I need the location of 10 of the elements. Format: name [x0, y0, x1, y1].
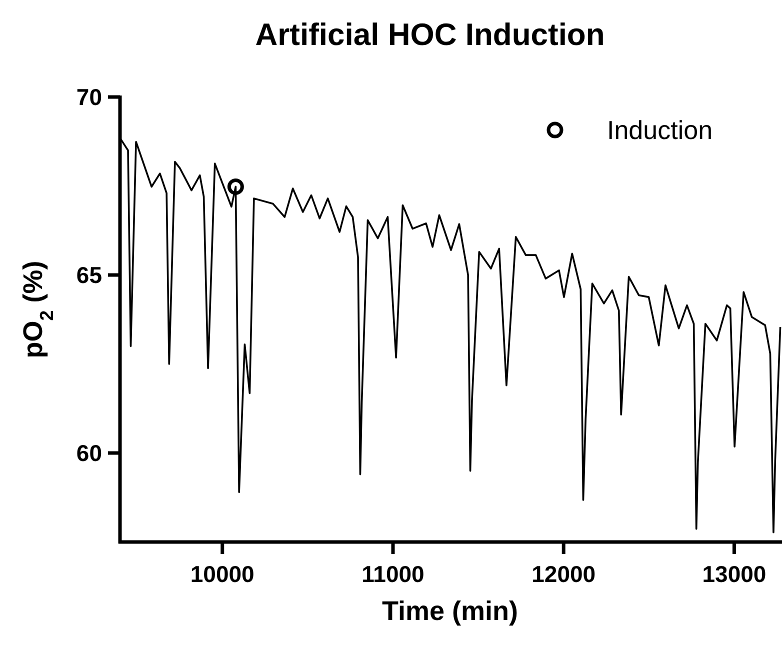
- x-tick-label: 13000: [702, 561, 766, 587]
- x-tick-label: 12000: [532, 561, 596, 587]
- x-axis-title: Time (min): [382, 596, 518, 626]
- y-tick-label: 65: [76, 262, 102, 288]
- x-tick-label: 11000: [362, 561, 424, 587]
- chart-title: Artificial HOC Induction: [255, 17, 605, 52]
- legend-label: Induction: [607, 115, 713, 146]
- x-tick-label: 10000: [190, 561, 254, 587]
- y-tick-label: 60: [76, 440, 102, 466]
- y-tick-label: 70: [76, 84, 102, 110]
